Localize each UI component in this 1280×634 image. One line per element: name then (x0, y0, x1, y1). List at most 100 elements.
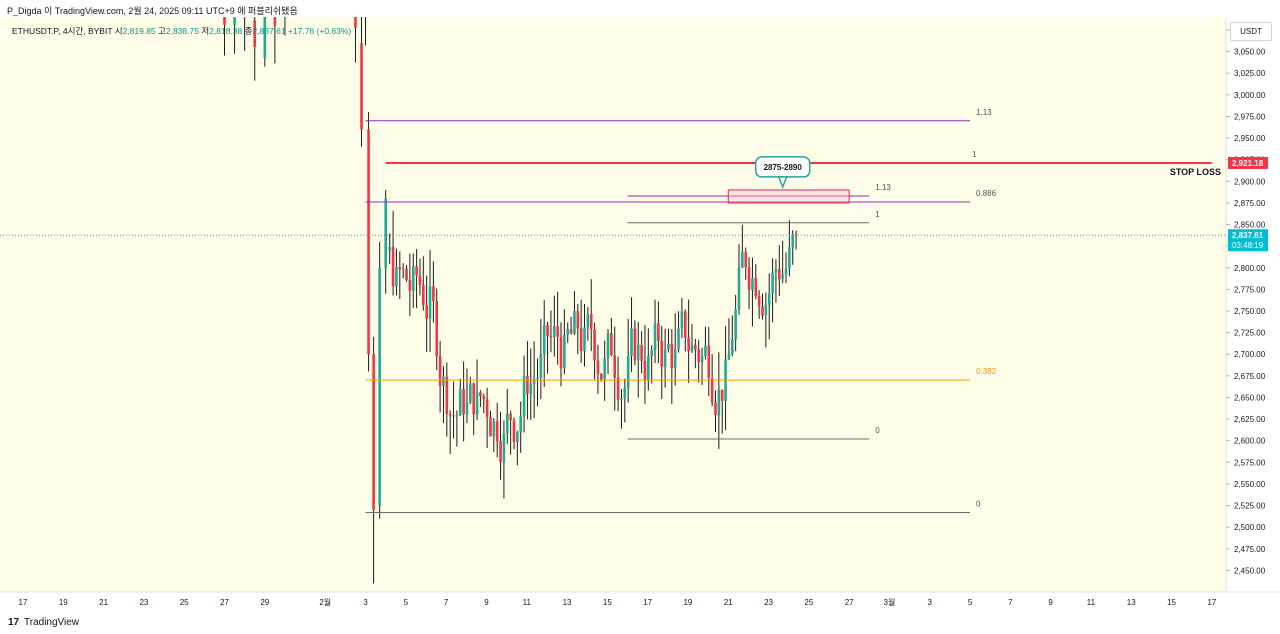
time-tick-label: 7 (1008, 598, 1013, 607)
candle-body (583, 327, 586, 352)
fib-level-label: 0.382 (976, 367, 997, 376)
price-tick-label: 2,550.00 (1234, 480, 1266, 489)
price-tick-label: 2,950.00 (1234, 134, 1266, 143)
footer: 17 TradingView (0, 612, 1280, 634)
candle-body (556, 326, 559, 337)
time-tick-label: 7 (444, 598, 449, 607)
candle-body (704, 345, 707, 357)
candle-body (360, 42, 363, 130)
time-tick-label: 17 (1207, 598, 1216, 607)
candle-body (408, 279, 412, 291)
time-tick-label: 17 (19, 598, 28, 607)
candle-body (603, 358, 606, 380)
candle-body (465, 402, 469, 415)
candle-body (589, 313, 593, 330)
candle-body (422, 285, 425, 306)
time-tick-label: 25 (804, 598, 813, 607)
price-tick-label: 3,025.00 (1234, 69, 1266, 78)
candle-body (469, 383, 472, 403)
candle-body (519, 416, 523, 432)
candle-body (526, 376, 529, 394)
price-tick-label: 2,575.00 (1234, 458, 1266, 467)
time-tick-label: 11 (523, 598, 532, 607)
fib-level-label: 0.886 (976, 189, 997, 198)
price-chart[interactable]: 2,450.00 2,475.00 2,500.00 2,525.00 2,550.00… (0, 0, 1280, 613)
candle-body (596, 360, 600, 374)
fib-level-label: 1.13 (875, 183, 891, 192)
candle-body (495, 421, 499, 442)
candle-body (694, 344, 697, 350)
candle-body (462, 388, 465, 415)
candle-body (687, 337, 690, 352)
price-axis-label-bg (1228, 156, 1268, 169)
time-axis: 17 19 21 23 25 27 29 2월 3 5 7 9 11 13 15 17 19 21 23 25 27 3월… (19, 597, 1217, 607)
price-tick-label: 2,700.00 (1234, 350, 1266, 359)
candle-body (253, 20, 257, 47)
time-tick-label: 13 (563, 598, 572, 607)
attribution-text: P_Digda 이 TradingView.com, 2월 24, 2025 0… (7, 6, 298, 16)
candle-body (616, 377, 620, 401)
candle-body (757, 295, 761, 307)
candle-body (683, 311, 687, 338)
candle-body (663, 349, 667, 368)
time-tick-label: 13 (1127, 598, 1136, 607)
candle-body (542, 324, 546, 355)
candle-body (559, 336, 563, 369)
time-tick-label: 21 (99, 598, 108, 607)
candle-body (626, 355, 630, 388)
time-tick-label: 21 (724, 598, 733, 607)
candle-body (737, 267, 741, 310)
target-zone: 2875-2890 (727, 156, 850, 204)
candle-body (714, 402, 717, 416)
candle-body (432, 286, 435, 302)
chart-area[interactable]: 2,450.00 2,475.00 2,500.00 2,525.00 2,550.00… (0, 0, 1280, 613)
time-tick-label: 3 (928, 598, 933, 607)
candle-body (438, 356, 442, 386)
time-tick-label: 23 (139, 598, 148, 607)
time-axis-background (0, 592, 1280, 613)
price-tick-label: 2,850.00 (1234, 221, 1266, 230)
candle-body (532, 378, 536, 384)
candle-body (388, 246, 392, 251)
price-axis-label-bg (1228, 229, 1268, 252)
candle-body (784, 268, 788, 275)
fib-level-label: 1.13 (976, 108, 992, 117)
price-axis-label: 2,837.61 (1232, 231, 1264, 240)
candle-body (791, 234, 795, 248)
legend-open-label: 시 (114, 26, 123, 36)
candle-body (536, 377, 539, 379)
candle-body (509, 413, 512, 421)
candle-body (395, 266, 398, 287)
candle-body (613, 355, 617, 378)
candle-body (354, 8, 357, 28)
candles (223, 0, 798, 584)
candle-body (563, 334, 566, 369)
price-tick-label: 2,475.00 (1234, 545, 1266, 554)
candle-body (546, 324, 549, 336)
candle-body (482, 396, 486, 400)
fib-level-label: 0 (976, 499, 981, 508)
tradingview-brand: TradingView (24, 617, 80, 628)
fib-level-label: 1 (875, 210, 880, 219)
legend-low: 2,818.38 (209, 26, 243, 36)
candle-body (670, 343, 674, 369)
time-tick-label: 2월 (319, 597, 331, 607)
candle-body (707, 345, 711, 379)
candle-body (600, 373, 603, 380)
candle-body (764, 304, 768, 316)
legend-close-label: 종 (244, 26, 253, 36)
candle-body (489, 417, 492, 437)
candle-body (657, 323, 660, 341)
time-tick-label: 15 (603, 598, 612, 607)
candle-body (673, 349, 677, 369)
price-tick-label: 2,800.00 (1234, 264, 1266, 273)
candle-body (502, 433, 506, 463)
candle-body (492, 421, 496, 437)
candle-body (767, 293, 771, 305)
time-tick-label: 19 (683, 598, 692, 607)
currency-button[interactable]: USDT (1230, 22, 1272, 41)
candle-body (751, 278, 754, 290)
price-tick-label: 2,500.00 (1234, 523, 1266, 532)
candle-body (566, 329, 570, 335)
